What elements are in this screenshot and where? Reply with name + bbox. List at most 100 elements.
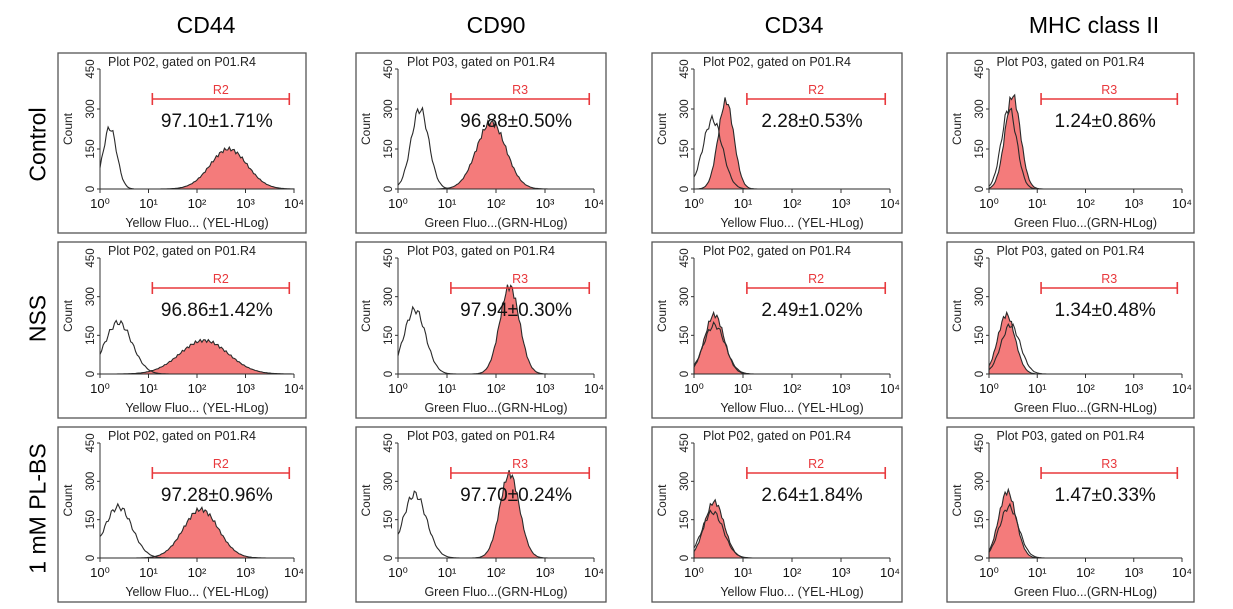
plot-title: Plot P02, gated on P01.R4 bbox=[108, 244, 256, 258]
percentage-label: 1.47±0.33% bbox=[1055, 485, 1156, 506]
y-tick-label: 0 bbox=[383, 371, 395, 377]
y-tick-label: 150 bbox=[679, 326, 691, 345]
y-tick-label: 450 bbox=[383, 59, 395, 78]
y-tick-label: 150 bbox=[383, 139, 395, 158]
y-tick-label: 300 bbox=[679, 287, 691, 306]
y-axis-label: Count bbox=[655, 112, 669, 145]
y-axis-label: Count bbox=[359, 299, 373, 332]
y-tick-label: 450 bbox=[85, 248, 97, 267]
percentage-label: 97.28±0.96% bbox=[161, 485, 273, 506]
x-tick-label: 10⁰ bbox=[684, 381, 704, 396]
x-tick-label: 10² bbox=[1076, 565, 1095, 580]
x-tick-label: 10⁰ bbox=[90, 381, 110, 396]
x-axis-label: Green Fluo...(GRN-HLog) bbox=[424, 216, 567, 230]
y-tick-label: 450 bbox=[85, 59, 97, 78]
x-tick-label: 10¹ bbox=[1028, 565, 1047, 580]
y-axis-label: Count bbox=[359, 484, 373, 517]
y-tick-label: 150 bbox=[85, 510, 97, 529]
y-tick-label: 150 bbox=[974, 326, 986, 345]
x-axis-label: Yellow Fluo... (YEL-HLog) bbox=[720, 585, 863, 599]
y-tick-label: 150 bbox=[974, 510, 986, 529]
x-tick-label: 10⁰ bbox=[90, 196, 110, 211]
x-tick-label: 10² bbox=[487, 565, 506, 580]
x-tick-label: 10¹ bbox=[734, 565, 753, 580]
plot-title: Plot P02, gated on P01.R4 bbox=[703, 55, 851, 69]
x-tick-label: 10⁴ bbox=[284, 196, 304, 211]
x-tick-label: 10⁴ bbox=[1172, 196, 1192, 211]
gate-label: R3 bbox=[512, 272, 528, 286]
y-tick-label: 0 bbox=[85, 371, 97, 377]
gate-label: R2 bbox=[808, 83, 824, 97]
percentage-label: 96.88±0.50% bbox=[460, 111, 572, 132]
x-tick-label: 10⁰ bbox=[979, 565, 999, 580]
y-tick-label: 0 bbox=[974, 555, 986, 561]
x-tick-label: 10⁰ bbox=[388, 565, 408, 580]
y-axis-label: Count bbox=[950, 112, 964, 145]
x-tick-label: 10³ bbox=[236, 565, 255, 580]
x-tick-label: 10³ bbox=[536, 381, 555, 396]
column-header-cd44: CD44 bbox=[176, 12, 236, 38]
x-axis-label: Yellow Fluo... (YEL-HLog) bbox=[720, 401, 863, 415]
y-axis-label: Count bbox=[950, 299, 964, 332]
y-tick-label: 300 bbox=[383, 472, 395, 491]
plot-title: Plot P03, gated on P01.R4 bbox=[996, 55, 1144, 69]
x-tick-label: 10² bbox=[188, 565, 207, 580]
x-tick-label: 10⁰ bbox=[388, 381, 408, 396]
y-axis-label: Count bbox=[61, 484, 75, 517]
x-tick-label: 10⁰ bbox=[90, 565, 110, 580]
x-axis-label: Yellow Fluo... (YEL-HLog) bbox=[125, 401, 268, 415]
isotype-histogram bbox=[988, 107, 1182, 190]
y-tick-label: 300 bbox=[85, 287, 97, 306]
y-tick-label: 0 bbox=[85, 555, 97, 561]
x-tick-label: 10² bbox=[783, 565, 802, 580]
isotype-histogram bbox=[693, 113, 890, 190]
y-axis-label: Count bbox=[359, 112, 373, 145]
x-tick-label: 10² bbox=[783, 381, 802, 396]
x-tick-label: 10³ bbox=[832, 381, 851, 396]
plot-title: Plot P02, gated on P01.R4 bbox=[108, 429, 256, 443]
isotype-histogram bbox=[99, 125, 294, 190]
plot-title: Plot P02, gated on P01.R4 bbox=[703, 244, 851, 258]
percentage-label: 96.86±1.42% bbox=[161, 300, 273, 321]
x-tick-label: 10⁰ bbox=[979, 381, 999, 396]
x-tick-label: 10¹ bbox=[1028, 381, 1047, 396]
x-tick-label: 10⁰ bbox=[684, 565, 704, 580]
histogram-panel: Plot P03, gated on P01.R4 0 150 300 450 Count… bbox=[355, 52, 607, 234]
histogram-panel: Plot P03, gated on P01.R4 0 150 300 450 Count… bbox=[946, 241, 1195, 419]
x-tick-label: 10¹ bbox=[438, 196, 457, 211]
histogram-panel: Plot P03, gated on P01.R4 0 150 300 450 Count… bbox=[355, 241, 607, 419]
panel-frame bbox=[946, 426, 1195, 603]
x-tick-label: 10² bbox=[1076, 381, 1095, 396]
x-axis-label: Green Fluo...(GRN-HLog) bbox=[1014, 401, 1157, 415]
y-tick-label: 450 bbox=[383, 248, 395, 267]
gate-label: R3 bbox=[1101, 272, 1117, 286]
y-tick-label: 0 bbox=[679, 371, 691, 377]
histogram-panel: Plot P03, gated on P01.R4 0 150 300 450 Count… bbox=[946, 52, 1195, 234]
y-tick-label: 150 bbox=[974, 139, 986, 158]
x-tick-label: 10³ bbox=[1124, 565, 1143, 580]
y-axis-label: Count bbox=[655, 484, 669, 517]
x-tick-label: 10⁰ bbox=[979, 196, 999, 211]
x-tick-label: 10¹ bbox=[438, 381, 457, 396]
x-axis-label: Yellow Fluo... (YEL-HLog) bbox=[125, 216, 268, 230]
y-axis-label: Count bbox=[61, 112, 75, 145]
gate-label: R2 bbox=[213, 272, 229, 286]
y-tick-label: 300 bbox=[383, 287, 395, 306]
x-tick-label: 10¹ bbox=[438, 565, 457, 580]
y-tick-label: 150 bbox=[383, 326, 395, 345]
y-tick-label: 150 bbox=[85, 326, 97, 345]
percentage-label: 97.94±0.30% bbox=[460, 300, 572, 321]
panel-frame bbox=[57, 241, 307, 419]
y-tick-label: 450 bbox=[679, 248, 691, 267]
gate-label: R3 bbox=[512, 457, 528, 471]
y-tick-label: 0 bbox=[974, 186, 986, 192]
y-tick-label: 0 bbox=[679, 555, 691, 561]
x-tick-label: 10² bbox=[188, 196, 207, 211]
isotype-histogram bbox=[397, 490, 594, 559]
x-tick-label: 10¹ bbox=[1028, 196, 1047, 211]
x-tick-label: 10⁴ bbox=[1172, 381, 1192, 396]
isotype-histogram bbox=[988, 322, 1182, 375]
x-tick-label: 10² bbox=[487, 381, 506, 396]
percentage-label: 1.34±0.48% bbox=[1055, 300, 1156, 321]
y-tick-label: 450 bbox=[974, 433, 986, 452]
